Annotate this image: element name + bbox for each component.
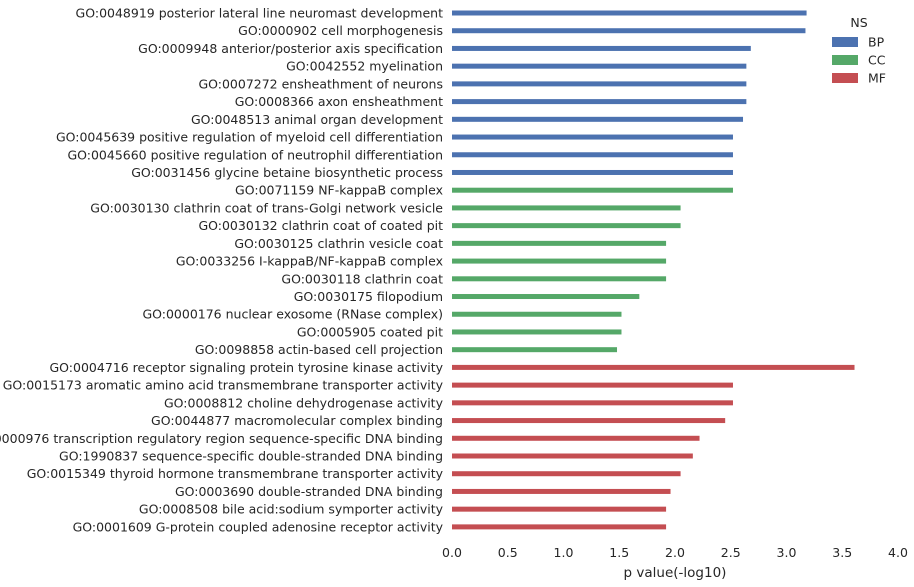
bar	[452, 240, 667, 246]
category-label: GO:0004716 receptor signaling protein ty…	[50, 360, 444, 375]
x-tick-label: 2.5	[721, 545, 741, 560]
legend-swatch	[832, 55, 858, 65]
bar	[452, 258, 667, 264]
bar	[452, 364, 855, 370]
x-tick-label: 1.0	[554, 545, 574, 560]
bar	[452, 347, 618, 353]
category-label: GO:0008508 bile acid:sodium symporter ac…	[139, 502, 444, 517]
category-label: GO:0008366 axon ensheathment	[235, 94, 443, 109]
bar	[452, 435, 700, 441]
x-axis-ticks: 0.0 0.5 1.0 1.5 2.0 2.5 3.0 3.5 4.0	[442, 545, 908, 560]
category-labels: GO:0048919 posterior lateral line neurom…	[0, 6, 444, 535]
bar	[452, 294, 640, 300]
bar	[452, 418, 726, 424]
x-axis-label: p value(-log10)	[624, 565, 727, 581]
bar	[452, 116, 744, 122]
bar	[452, 10, 807, 16]
bar	[452, 311, 622, 317]
category-label: GO:0048919 posterior lateral line neurom…	[76, 6, 444, 21]
bars-layer	[452, 10, 855, 530]
category-label: GO:0030118 clathrin coat	[281, 271, 443, 286]
category-label: GO:0007272 ensheathment of neurons	[198, 76, 443, 91]
bar	[452, 506, 667, 512]
category-label: GO:0045639 positive regulation of myeloi…	[56, 130, 443, 145]
x-tick-label: 2.0	[665, 545, 685, 560]
bar	[452, 187, 733, 193]
category-label: GO:0098858 actin-based cell projection	[195, 342, 443, 357]
category-label: GO:0071159 NF-kappaB complex	[235, 183, 443, 198]
category-label: GO:0000976 transcription regulatory regi…	[0, 431, 443, 446]
bar	[452, 524, 667, 530]
bar	[452, 99, 747, 105]
category-label: GO:0008812 choline dehydrogenase activit…	[164, 395, 444, 410]
category-label: GO:0042552 myelination	[286, 59, 443, 74]
bar	[452, 134, 733, 140]
bar	[452, 63, 747, 69]
bar	[452, 329, 622, 335]
category-label: GO:0005905 coated pit	[297, 324, 443, 339]
legend-entry-label: BP	[868, 35, 885, 50]
bar	[452, 169, 733, 175]
bar	[452, 276, 667, 282]
bar	[452, 471, 681, 477]
bar	[452, 223, 681, 229]
x-tick-label: 3.5	[832, 545, 852, 560]
category-label: GO:0030132 clathrin coat of coated pit	[198, 218, 443, 233]
legend-entry-label: CC	[868, 53, 886, 68]
x-tick-label: 1.5	[609, 545, 629, 560]
category-label: GO:0030125 clathrin vesicle coat	[234, 236, 443, 251]
category-label: GO:0009948 anterior/posterior axis speci…	[138, 41, 443, 56]
bar	[452, 488, 671, 494]
legend-swatch	[832, 73, 858, 83]
category-label: GO:0031456 glycine betaine biosynthetic …	[131, 165, 443, 180]
x-tick-label: 0.5	[498, 545, 518, 560]
category-label: GO:0048513 animal organ development	[191, 112, 443, 127]
category-label: GO:0030130 clathrin coat of trans-Golgi …	[90, 200, 443, 215]
category-label: GO:1990837 sequence-specific double-stra…	[59, 449, 443, 464]
x-tick-label: 4.0	[888, 545, 908, 560]
category-label: GO:0000902 cell morphogenesis	[238, 23, 443, 38]
category-label: GO:0000176 nuclear exosome (RNase comple…	[142, 307, 443, 322]
category-label: GO:0015349 thyroid hormone transmembrane…	[27, 466, 444, 481]
category-label: GO:0044877 macromolecular complex bindin…	[151, 413, 443, 428]
bar	[452, 152, 733, 158]
category-label: GO:0045660 positive regulation of neutro…	[67, 147, 443, 162]
category-label: GO:0001609 G-protein coupled adenosine r…	[73, 519, 444, 534]
category-label: GO:0033256 I-kappaB/NF-kappaB complex	[176, 254, 443, 269]
bar	[452, 400, 733, 406]
category-label: GO:0003690 double-stranded DNA binding	[175, 484, 443, 499]
legend: NS BP CC MF	[832, 15, 886, 86]
x-tick-label: 0.0	[442, 545, 462, 560]
category-label: GO:0015173 aromatic amino acid transmemb…	[3, 378, 444, 393]
bar	[452, 205, 681, 211]
legend-swatch	[832, 37, 858, 47]
bar	[452, 382, 733, 388]
x-tick-label: 3.0	[777, 545, 797, 560]
bar	[452, 28, 806, 34]
category-label: GO:0030175 filopodium	[294, 289, 443, 304]
legend-title: NS	[850, 15, 867, 30]
bar	[452, 453, 693, 459]
bar	[452, 81, 747, 87]
bar	[452, 45, 751, 51]
legend-entry-label: MF	[868, 71, 886, 86]
